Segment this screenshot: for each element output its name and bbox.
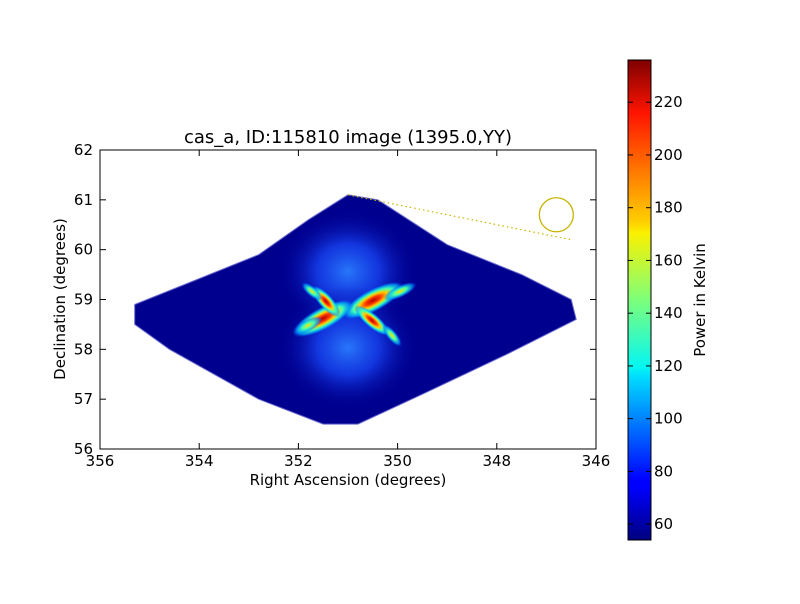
arm-west <box>293 316 323 335</box>
beam-pointer-line <box>347 194 572 241</box>
x-tick-label: 350 <box>383 452 412 470</box>
y-tick-label: 59 <box>74 291 93 309</box>
y-tick-label: 57 <box>74 390 93 408</box>
colorbar-label: Power in Kelvin <box>691 243 709 357</box>
lobe-southeast <box>354 305 390 336</box>
colorbar-tick-label: 80 <box>654 462 673 480</box>
x-tick-label: 354 <box>185 452 214 470</box>
y-tick-label: 61 <box>74 191 93 209</box>
colorbar-tick-label: 100 <box>654 410 683 428</box>
x-tick-label: 346 <box>582 452 611 470</box>
footprint-edge <box>134 194 577 425</box>
colorbar-tick-label: 140 <box>654 304 683 322</box>
arm-northwest <box>301 282 323 301</box>
plot-area: 356 354 352 350 348 346 56 57 58 59 60 61 62 <box>74 141 610 470</box>
beam-marker-circle <box>538 197 574 233</box>
source-lobes <box>292 281 417 347</box>
x-tick-label: 352 <box>284 452 313 470</box>
colorbar-ticks: 60 80 100 120 140 160 180 200 220 <box>628 93 683 533</box>
heatmap-image <box>134 194 577 425</box>
colorbar-tick-label: 180 <box>654 199 683 217</box>
x-tick-label: 356 <box>86 452 115 470</box>
arm-southeast <box>382 324 402 347</box>
y-tick-label: 62 <box>74 141 93 159</box>
arm-east <box>383 282 417 301</box>
colorbar-tick-label: 60 <box>654 515 673 533</box>
y-tick-label: 56 <box>74 440 93 458</box>
colorbar-gradient <box>627 59 652 541</box>
colorbar-tick-label: 200 <box>654 146 683 164</box>
y-axis-label: Declination (degrees) <box>51 218 69 380</box>
colorbar: 60 80 100 120 140 160 180 200 220 Power in Kelvi… <box>627 59 709 541</box>
colorbar-tick-label: 120 <box>654 357 683 375</box>
colorbar-tick-label: 220 <box>654 93 683 111</box>
x-tick-label: 348 <box>482 452 511 470</box>
chart-title: cas_a, ID:115810 image (1395.0,YY) <box>184 127 512 148</box>
y-axis-ticks: 56 57 58 59 60 61 62 <box>74 141 596 458</box>
colorbar-tick-label: 160 <box>654 251 683 269</box>
y-tick-label: 60 <box>74 241 93 259</box>
x-axis-label: Right Ascension (degrees) <box>250 471 447 489</box>
x-axis-ticks: 356 354 352 350 348 346 <box>86 150 611 470</box>
y-tick-label: 58 <box>74 340 93 358</box>
